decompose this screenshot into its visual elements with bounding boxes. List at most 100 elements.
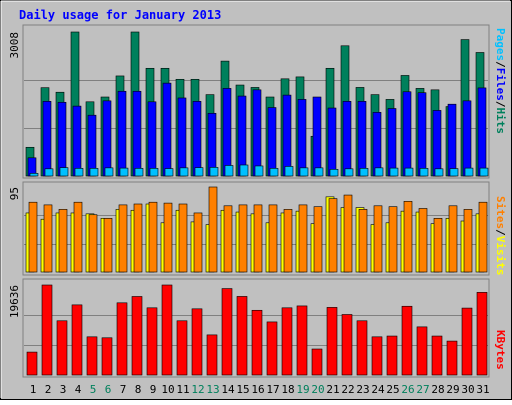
files-bar <box>42 101 52 177</box>
pages-bar <box>314 167 324 177</box>
day-label: 9 <box>150 383 157 396</box>
pages-bar <box>239 164 249 177</box>
sites-bar <box>163 202 173 273</box>
files-bar <box>462 100 472 177</box>
kbytes-bar <box>41 284 53 376</box>
day-label: 12 <box>191 383 204 396</box>
sites-bar <box>118 204 128 273</box>
kbytes-bar <box>416 326 428 376</box>
sites-bar <box>283 209 293 273</box>
pages-bar <box>479 167 489 177</box>
sites-bar <box>298 204 308 273</box>
pages-bar <box>359 168 369 177</box>
files-bar <box>387 108 397 177</box>
day-label: 2 <box>45 383 52 396</box>
kbytes-bar <box>176 320 188 376</box>
day-label: 25 <box>386 383 399 396</box>
kbytes-legend: KBytes <box>494 330 507 370</box>
sites-bar <box>328 198 338 273</box>
day-label: 26 <box>401 383 414 396</box>
day-label: 22 <box>341 383 354 396</box>
legend-entry: Visits <box>494 236 507 276</box>
requests-max-label: 3008 <box>8 32 21 59</box>
chart-title: Daily usage for January 2013 <box>19 8 221 22</box>
kbytes-bar <box>386 335 398 376</box>
files-bar <box>102 100 112 177</box>
files-bar <box>252 89 262 177</box>
files-bar <box>447 103 457 177</box>
pages-bar <box>74 168 84 177</box>
kbytes-bar <box>461 307 473 376</box>
legend-entry: Hits <box>494 108 507 135</box>
sites-bar <box>223 205 233 273</box>
day-label: 15 <box>236 383 249 396</box>
sites-bar <box>373 205 383 273</box>
kbytes-bar <box>146 307 158 376</box>
files-bar <box>222 88 232 177</box>
kbytes-bar <box>341 314 353 376</box>
files-bar <box>72 105 82 177</box>
kbytes-bar <box>191 308 203 376</box>
kbytes-max-label: 19636 <box>8 285 21 318</box>
sites-bar <box>478 201 488 273</box>
pages-bar <box>449 168 459 177</box>
day-label: 4 <box>75 383 82 396</box>
sites-bar <box>148 201 158 273</box>
files-bar <box>147 101 157 177</box>
day-label: 8 <box>135 383 142 396</box>
kbytes-bar <box>71 304 83 376</box>
files-bar <box>57 101 67 177</box>
kbytes-bar <box>221 288 233 376</box>
sites-bar <box>58 209 68 273</box>
kbytes-bar <box>401 305 413 376</box>
visitors-max-label: 95 <box>8 187 21 200</box>
kbytes-bar <box>131 296 143 376</box>
legend-entry: / <box>494 229 507 236</box>
day-label: 1 <box>30 383 37 396</box>
kbytes-bar <box>101 337 113 376</box>
kbytes-bar <box>236 296 248 376</box>
files-bar <box>477 87 487 177</box>
day-label: 6 <box>105 383 112 396</box>
pages-bar <box>389 167 399 177</box>
pages-bar <box>164 168 174 177</box>
files-bar <box>402 91 412 177</box>
legend-entry: Sites <box>494 196 507 229</box>
files-bar <box>282 94 292 177</box>
sites-bar <box>418 208 428 273</box>
kbytes-bar <box>116 302 128 376</box>
pages-bar <box>89 168 99 177</box>
pages-bar <box>194 167 204 177</box>
kbytes-bar <box>206 334 218 376</box>
requests-legend: Pages/Files/Hits <box>494 28 507 134</box>
legend-entry: / <box>494 61 507 68</box>
pages-bar <box>59 167 69 177</box>
day-label: 31 <box>476 383 489 396</box>
files-bar <box>237 95 247 177</box>
kbytes-bar <box>311 348 323 376</box>
kbytes-bar <box>86 336 98 376</box>
files-bar <box>342 101 352 177</box>
sites-bar <box>208 186 218 273</box>
day-label: 11 <box>176 383 189 396</box>
files-bar <box>372 112 382 177</box>
day-label: 21 <box>326 383 339 396</box>
day-label: 28 <box>431 383 444 396</box>
day-label: 27 <box>416 383 429 396</box>
files-bar <box>357 101 367 177</box>
sites-bar <box>88 214 98 273</box>
sites-bar <box>28 201 38 273</box>
day-label: 30 <box>461 383 474 396</box>
pages-bar <box>419 168 429 177</box>
kbytes-bar <box>161 284 173 376</box>
legend-entry: Files <box>494 68 507 101</box>
files-bar <box>87 114 97 177</box>
pages-bar <box>299 167 309 177</box>
pages-bar <box>284 166 294 177</box>
kbytes-bar <box>326 307 338 376</box>
kbytes-bar <box>266 321 278 376</box>
files-bar <box>267 107 277 177</box>
pages-bar <box>29 173 39 177</box>
day-label: 10 <box>161 383 174 396</box>
